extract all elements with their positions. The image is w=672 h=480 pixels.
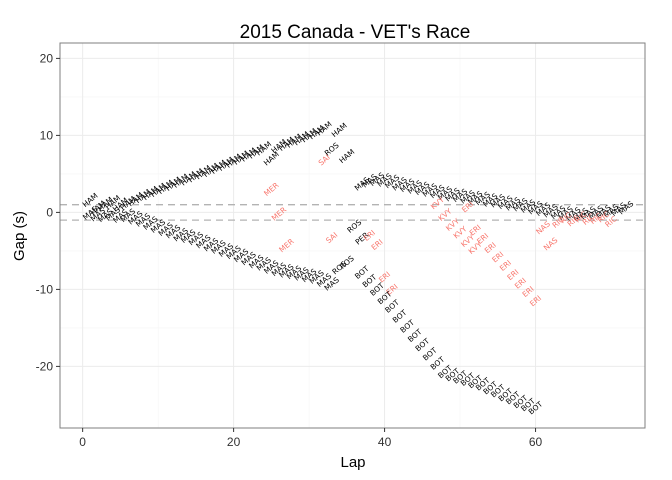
grid-major [60, 43, 645, 428]
chart-title: 2015 Canada - VET's Race [240, 22, 471, 43]
x-tick-label: 0 [79, 435, 86, 449]
x-tick-label: 60 [529, 435, 543, 449]
y-axis-ticks: -20 -10 0 10 20 [36, 51, 60, 373]
x-tick-label: 20 [227, 435, 241, 449]
x-tick-label: 40 [378, 435, 392, 449]
y-tick-label: 10 [40, 128, 54, 142]
x-axis-ticks: 0 20 40 60 [79, 428, 543, 449]
y-tick-label: 20 [40, 51, 54, 65]
data-points: HAMHAMHAMHAMHAMHAMHAMHAMHAMHAMHAMHAMHAMH… [81, 119, 636, 416]
plot-panel: HAMHAMHAMHAMHAMHAMHAMHAMHAMHAMHAMHAMHAMH… [59, 42, 646, 429]
grid-minor [60, 43, 645, 428]
y-axis-title: Gap (s) [11, 211, 28, 261]
reference-lines [60, 204, 645, 221]
y-tick-label: 0 [46, 205, 53, 219]
x-axis-title: Lap [340, 454, 365, 471]
panel-border [59, 42, 646, 429]
y-tick-label: -20 [36, 359, 54, 373]
panel-background [60, 43, 645, 428]
y-tick-label: -10 [36, 282, 54, 296]
